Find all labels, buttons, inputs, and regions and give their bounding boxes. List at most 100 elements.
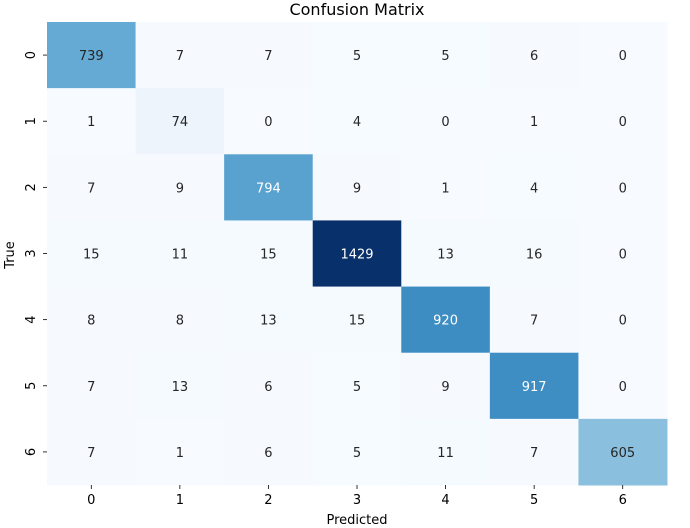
heatmap-cell <box>578 286 668 354</box>
y-tick-label: 4 <box>24 316 39 324</box>
cell-value-label: 9 <box>441 380 449 395</box>
x-axis-ticks: 0 1 2 3 4 5 6 <box>87 485 627 508</box>
y-axis-ticks: 0 1 2 3 4 5 6 <box>24 51 47 456</box>
cell-value-label: 7 <box>530 314 538 329</box>
heatmap-cell <box>224 22 314 89</box>
cell-value-label: 1 <box>176 446 184 461</box>
x-tick-label: 2 <box>264 493 272 508</box>
y-tick-label: 2 <box>24 183 39 191</box>
heatmap-cell <box>401 220 491 288</box>
heatmap-cell <box>578 418 668 486</box>
cell-value-label: 605 <box>610 446 635 461</box>
cell-value-label: 15 <box>260 248 277 263</box>
cell-value-label: 0 <box>619 248 627 263</box>
cell-value-label: 1 <box>530 115 538 130</box>
cell-value-label: 13 <box>437 248 454 263</box>
y-tick-label: 5 <box>24 382 39 390</box>
heatmap-cell <box>135 88 225 155</box>
x-tick-label: 0 <box>87 493 95 508</box>
cell-value-label: 5 <box>441 49 449 64</box>
cell-value-label: 6 <box>264 380 272 395</box>
cell-value-label: 7 <box>87 446 95 461</box>
heatmap-cell <box>135 154 225 221</box>
heatmap-cell <box>224 352 314 420</box>
cell-value-label: 5 <box>353 49 361 64</box>
cell-value-label: 0 <box>264 115 272 130</box>
heatmap-cell <box>135 286 225 354</box>
x-tick-label: 6 <box>619 493 627 508</box>
cell-value-label: 794 <box>256 181 281 196</box>
y-tick-label: 3 <box>24 249 39 257</box>
heatmap-cell <box>312 154 402 221</box>
cell-value-label: 0 <box>619 181 627 196</box>
cell-value-label: 739 <box>79 49 104 64</box>
chart-title: Confusion Matrix <box>289 0 424 19</box>
heatmap-cell <box>47 88 137 155</box>
cell-value-label: 7 <box>176 49 184 64</box>
heatmap-cell <box>401 286 491 354</box>
cell-value-label: 7 <box>87 181 95 196</box>
heatmap-cell <box>312 220 402 288</box>
heatmap-cell <box>401 352 491 420</box>
x-axis-label: Predicted <box>326 513 387 528</box>
heatmap-cell <box>47 352 137 420</box>
heatmap-cell <box>47 22 137 89</box>
heatmap-cells: 739 7 7 5 5 6 01 74 0 4 0 1 07 9 794 9 1 4 015 11 15 1429 13 16… <box>47 22 668 486</box>
x-tick-label: 3 <box>353 493 361 508</box>
heatmap-cell <box>401 154 491 221</box>
heatmap-cell <box>312 352 402 420</box>
cell-value-label: 15 <box>349 314 366 329</box>
heatmap-cell <box>489 286 579 354</box>
cell-value-label: 13 <box>172 380 189 395</box>
cell-value-label: 917 <box>522 380 547 395</box>
heatmap-cell <box>224 286 314 354</box>
cell-value-label: 1 <box>441 181 449 196</box>
y-tick-label: 6 <box>24 448 39 456</box>
heatmap-cell <box>224 154 314 221</box>
cell-value-label: 9 <box>353 181 361 196</box>
heatmap-cell <box>224 220 314 288</box>
x-tick-label: 4 <box>441 493 449 508</box>
cell-value-label: 0 <box>619 115 627 130</box>
cell-value-label: 11 <box>437 446 454 461</box>
heatmap-cell <box>224 88 314 155</box>
heatmap-cell <box>489 220 579 288</box>
cell-value-label: 16 <box>526 248 543 263</box>
heatmap-cell <box>312 88 402 155</box>
cell-value-label: 8 <box>176 314 184 329</box>
cell-value-label: 15 <box>83 248 100 263</box>
heatmap-cell <box>224 418 314 486</box>
cell-value-label: 7 <box>530 446 538 461</box>
cell-value-label: 0 <box>619 314 627 329</box>
cell-value-label: 6 <box>530 49 538 64</box>
cell-value-label: 74 <box>172 115 189 130</box>
heatmap-cell <box>401 418 491 486</box>
heatmap-cell <box>47 154 137 221</box>
cell-value-label: 1 <box>87 115 95 130</box>
heatmap-cell <box>401 22 491 89</box>
cell-value-label: 5 <box>353 380 361 395</box>
heatmap-cell <box>135 352 225 420</box>
cell-value-label: 13 <box>260 314 277 329</box>
cell-value-label: 7 <box>264 49 272 64</box>
heatmap-cell <box>489 88 579 155</box>
heatmap-cell <box>578 88 668 155</box>
y-tick-label: 1 <box>24 117 39 125</box>
heatmap-cell <box>489 154 579 221</box>
heatmap-cell <box>312 418 402 486</box>
cell-value-label: 4 <box>530 181 538 196</box>
cell-value-label: 0 <box>619 380 627 395</box>
heatmap-cell <box>47 286 137 354</box>
heatmap-cell <box>578 220 668 288</box>
cell-value-label: 0 <box>619 49 627 64</box>
cell-value-label: 7 <box>87 380 95 395</box>
x-tick-label: 5 <box>530 493 538 508</box>
heatmap-cell <box>312 286 402 354</box>
heatmap-cell <box>47 220 137 288</box>
heatmap-cell <box>578 154 668 221</box>
cell-value-label: 11 <box>172 248 189 263</box>
y-tick-label: 0 <box>24 51 39 59</box>
cell-value-label: 8 <box>87 314 95 329</box>
cell-value-label: 5 <box>353 446 361 461</box>
heatmap-cell <box>135 418 225 486</box>
